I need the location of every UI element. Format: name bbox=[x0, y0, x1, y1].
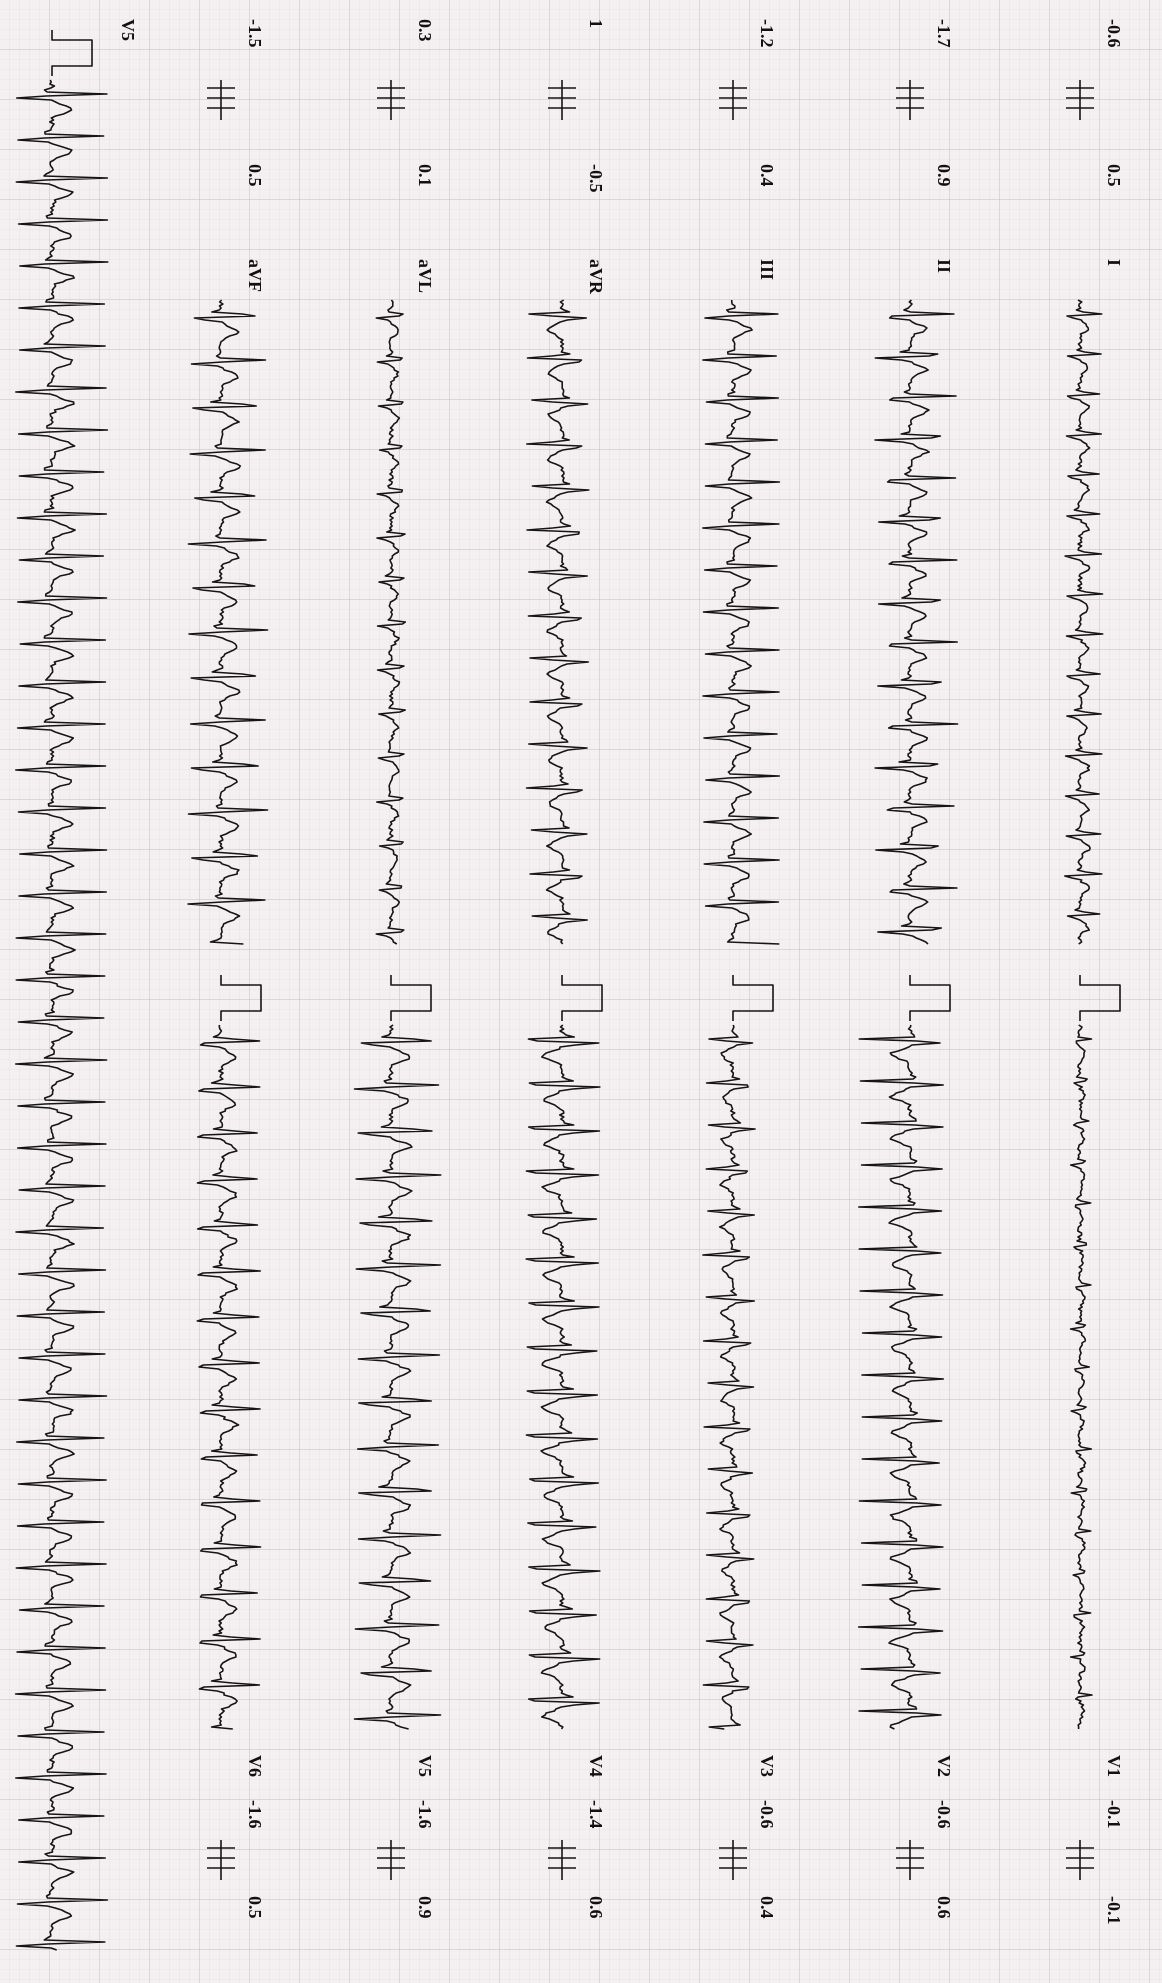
ecg-trace bbox=[196, 1024, 262, 1730]
calibration-pulse bbox=[1079, 975, 1121, 1021]
value-label: 1 bbox=[586, 19, 606, 28]
calibration-pulse bbox=[390, 975, 432, 1021]
value-label: -1.6 bbox=[415, 1800, 435, 1829]
ecg-trace bbox=[874, 299, 959, 945]
value-label: -0.1 bbox=[1104, 1800, 1124, 1829]
lead-label: V1 bbox=[1104, 1755, 1124, 1777]
value-label: 0.4 bbox=[757, 164, 777, 187]
lead-label: V2 bbox=[934, 1755, 954, 1777]
lead-label: aVF bbox=[245, 259, 265, 292]
mini-complex bbox=[896, 1840, 924, 1880]
calibration-pulse bbox=[732, 975, 774, 1021]
mini-complex bbox=[719, 1840, 747, 1880]
ecg-trace bbox=[1069, 1024, 1093, 1729]
value-label: -0.6 bbox=[757, 1800, 777, 1829]
lead-label: aVL bbox=[415, 259, 435, 293]
ecg-trace bbox=[702, 1024, 756, 1730]
value-label: -1.7 bbox=[934, 19, 954, 48]
mini-complex bbox=[1066, 1840, 1094, 1880]
calibration-pulse bbox=[51, 30, 93, 76]
ecg-trace bbox=[375, 299, 407, 945]
value-label: 0.5 bbox=[245, 164, 265, 187]
mini-complex bbox=[377, 1840, 405, 1880]
mini-complex bbox=[377, 80, 405, 120]
ecg-trace bbox=[353, 1024, 442, 1730]
value-label: 0.5 bbox=[245, 1896, 265, 1919]
value-label: -1.2 bbox=[757, 19, 777, 48]
lead-label: V5 bbox=[415, 1755, 435, 1777]
value-label: 0.9 bbox=[415, 1896, 435, 1919]
value-label: 0.4 bbox=[757, 1896, 777, 1919]
value-label: 0.3 bbox=[415, 19, 435, 42]
landscape-sheet: -0.6 0.5 I V1 -0.1 -0.1 -1.7 0.9 II V2 -0.6 0.6 -1.2… bbox=[14, 19, 1124, 1951]
value-label: -0.5 bbox=[586, 164, 606, 193]
calibration-pulse bbox=[909, 975, 951, 1021]
mini-complex bbox=[548, 80, 576, 120]
value-label: 0.9 bbox=[934, 164, 954, 187]
ecg-trace bbox=[525, 299, 590, 945]
value-label: -1.6 bbox=[245, 1800, 265, 1829]
value-label: 0.1 bbox=[415, 164, 435, 187]
mini-complex bbox=[719, 80, 747, 120]
lead-label: aVR bbox=[586, 259, 606, 295]
lead-label: V5 bbox=[118, 19, 138, 41]
ecg-trace bbox=[187, 299, 269, 945]
mini-complex bbox=[207, 80, 235, 120]
value-label: -1.5 bbox=[245, 19, 265, 48]
calibration-pulse bbox=[561, 975, 603, 1021]
mini-complex bbox=[896, 80, 924, 120]
value-label: 0.6 bbox=[934, 1896, 954, 1919]
value-label: -0.1 bbox=[1104, 1896, 1124, 1925]
mini-complex bbox=[548, 1840, 576, 1880]
ecg-trace bbox=[14, 79, 109, 1951]
ecg-trace bbox=[857, 1024, 945, 1730]
ecg-trace bbox=[1064, 299, 1104, 945]
lead-label: V6 bbox=[245, 1755, 265, 1777]
value-label: -0.6 bbox=[934, 1800, 954, 1829]
value-label: 0.5 bbox=[1104, 164, 1124, 187]
value-label: -0.6 bbox=[1104, 19, 1124, 48]
calibration-pulse bbox=[220, 975, 262, 1021]
value-label: -1.4 bbox=[586, 1800, 606, 1829]
value-label: 0.6 bbox=[586, 1896, 606, 1919]
lead-label: III bbox=[757, 259, 777, 280]
lead-label: II bbox=[934, 259, 954, 273]
ecg-trace bbox=[525, 1024, 601, 1730]
mini-complex bbox=[207, 1840, 235, 1880]
lead-label: V3 bbox=[757, 1755, 777, 1777]
mini-complex bbox=[1066, 80, 1094, 120]
lead-label: I bbox=[1104, 259, 1124, 266]
lead-label: V4 bbox=[586, 1755, 606, 1777]
ecg-trace bbox=[702, 299, 781, 945]
